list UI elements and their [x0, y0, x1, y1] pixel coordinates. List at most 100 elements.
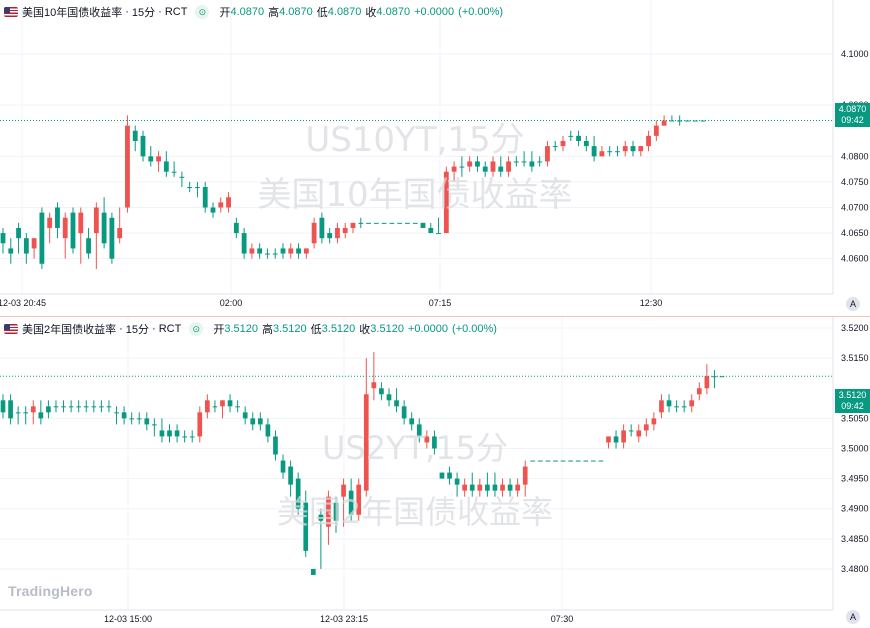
open-label: 开 [213, 324, 225, 336]
candle-body [348, 490, 354, 515]
candle [467, 156, 473, 172]
symbol-name[interactable]: 美国10年国债收益率 [22, 7, 123, 19]
candle-body [132, 130, 138, 141]
candle [537, 156, 543, 167]
candle-body [545, 460, 551, 462]
candle-body [23, 412, 29, 414]
candle-body [530, 460, 536, 462]
us10y-chart-pane[interactable]: 4.10004.09004.08004.07504.07004.06504.06… [0, 0, 870, 315]
candle [174, 424, 180, 443]
candle [386, 388, 392, 407]
candle [477, 478, 483, 497]
us10y-candlestick-chart[interactable]: 4.10004.09004.08004.07504.07004.06504.06… [0, 0, 870, 315]
low-label: 低 [316, 7, 328, 19]
candle-body [125, 125, 130, 208]
candle [506, 156, 511, 177]
candle [638, 146, 644, 157]
candle-body [235, 406, 240, 408]
auto-scale-button[interactable]: A [846, 610, 860, 624]
candle-body [76, 406, 82, 408]
candle [606, 436, 611, 449]
candle [273, 430, 278, 461]
candle-body [257, 418, 263, 425]
candle [333, 496, 339, 533]
candle-body [83, 406, 89, 408]
candle [428, 222, 434, 234]
candle-body [210, 207, 216, 213]
candle [661, 115, 667, 126]
candle [8, 394, 13, 425]
candle [342, 222, 348, 239]
candle [83, 400, 89, 413]
candle [205, 394, 210, 419]
candle-body [226, 197, 231, 208]
interval[interactable]: 15分 [125, 324, 150, 336]
candle-body [70, 212, 76, 249]
candle-body [242, 412, 248, 419]
candle-body [335, 227, 340, 239]
visibility-eye-icon[interactable]: ⊙ [195, 5, 210, 19]
candle [439, 472, 445, 479]
candle [197, 406, 203, 443]
visibility-eye-icon[interactable]: ⊙ [189, 322, 204, 336]
last-price: 4.0870 [838, 104, 867, 114]
candle [636, 424, 642, 443]
candle [681, 400, 687, 413]
candle-body [195, 187, 200, 189]
candle-body [167, 430, 172, 437]
y-axis-tick-label: 3.5150 [841, 353, 869, 363]
close-value: 3.5120 [370, 323, 404, 335]
candle [62, 212, 68, 259]
candle-body [576, 135, 581, 141]
candle-body [91, 406, 97, 408]
candle [280, 454, 286, 479]
us2y-chart-pane[interactable]: 3.5200 3.5150 3.5050 3.5000 3.4950 3.4900 3.48… [0, 316, 870, 627]
auto-scale-button[interactable]: A [846, 297, 860, 311]
candle [381, 222, 387, 224]
candle-body [677, 120, 683, 122]
candle-body [106, 406, 112, 408]
candle-body [310, 568, 316, 575]
candle [424, 430, 430, 449]
candle [319, 212, 325, 244]
candle [538, 460, 543, 462]
candle-body [521, 161, 527, 163]
candle [310, 568, 316, 575]
candle-body [8, 400, 13, 419]
high-label: 高 [268, 7, 280, 19]
candle [189, 430, 195, 443]
candle-body [152, 424, 157, 426]
y-axis-tick-label: 4.0750 [841, 177, 869, 187]
candle [371, 352, 377, 401]
interval[interactable]: 15分 [131, 7, 156, 19]
candle-body [61, 406, 66, 408]
candle-body [55, 207, 60, 228]
candle [469, 472, 475, 497]
candle-body [515, 484, 520, 491]
candle-body [477, 484, 483, 491]
candle-body [272, 253, 278, 255]
candle-body [144, 418, 150, 425]
candle-body [613, 436, 619, 443]
bar-countdown: 09:42 [841, 401, 864, 411]
candle-body [257, 248, 263, 254]
candle-body [379, 388, 384, 395]
candle-body [233, 222, 239, 234]
y-axis-tick-label: 3.4950 [841, 474, 869, 484]
candle [553, 460, 558, 462]
candle-body [62, 217, 68, 239]
candle-body [666, 400, 672, 407]
candle [500, 478, 505, 497]
symbol-name[interactable]: 美国2年国债收益率 [22, 324, 117, 336]
candle-body [416, 424, 422, 437]
candle [545, 460, 551, 462]
candle-body [109, 217, 115, 259]
candle-body [568, 460, 573, 462]
us2y-candlestick-chart[interactable]: 3.5200 3.5150 3.5050 3.5000 3.4950 3.4900 3.48… [0, 317, 870, 628]
candle [257, 243, 263, 259]
candle [280, 243, 286, 259]
candle [249, 243, 255, 259]
candle [401, 400, 407, 425]
candle [622, 140, 628, 157]
candle [265, 418, 271, 443]
